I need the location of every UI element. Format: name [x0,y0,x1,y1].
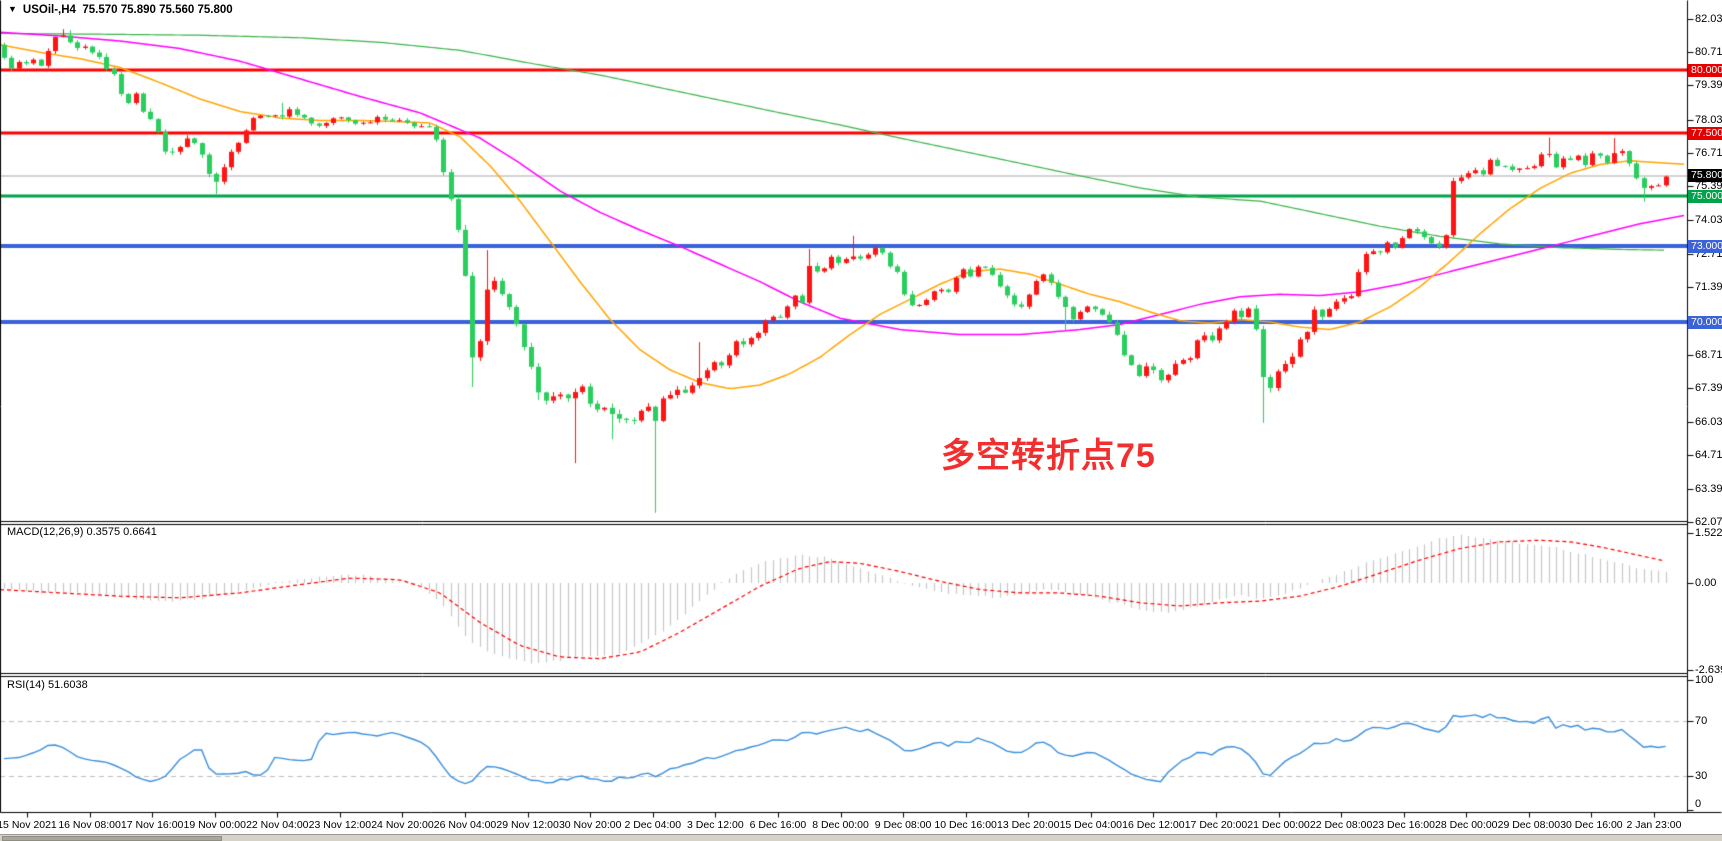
time-axis-label: 29 Nov 12:00 [496,819,559,831]
symbol-header: ▼ USOil-,H4 75.570 75.890 75.560 75.800 [8,4,233,16]
price-axis-label: 82.030 [1695,12,1722,25]
rsi-axis-label: 30 [1695,770,1708,782]
price-axis-label: 66.030 [1695,416,1722,429]
macd-axis-label: 0.00 [1695,577,1717,589]
price-axis-label: 78.030 [1695,113,1722,126]
time-axis-label: 28 Dec 00:00 [1435,819,1498,831]
rsi-indicator-label: RSI(14) 51.6038 [7,679,88,691]
time-axis-label: 2 Dec 04:00 [624,819,682,831]
rsi-axis-label: 100 [1695,673,1714,686]
macd-indicator-label: MACD(12,26,9) 0.3575 0.6641 [7,526,157,538]
time-axis-label: 9 Dec 08:00 [874,819,932,831]
chevron-down-icon[interactable]: ▼ [8,4,17,14]
rsi-axis-label: 70 [1695,715,1708,727]
price-axis-badge: 75.800 [1688,169,1722,183]
time-axis-label: 8 Dec 00:00 [812,819,869,831]
horizontal-scrollbar[interactable] [0,834,1722,841]
price-axis-label: 76.710 [1695,146,1722,159]
symbol-timeframe-label: USOil-,H4 [22,4,76,16]
price-axis-label: 63.390 [1695,482,1722,495]
time-axis-label: 15 Nov 2021 [0,819,57,831]
ohlc-values: 75.570 75.890 75.560 75.800 [82,4,233,16]
time-axis-label: 30 Nov 20:00 [558,819,622,831]
time-axis-label: 6 Dec 16:00 [749,819,807,831]
price-axis-label: 79.390 [1695,79,1722,92]
time-axis-label: 16 Nov 08:00 [58,819,121,831]
time-axis-label: 23 Nov 12:00 [308,819,372,831]
scrollbar-thumb[interactable] [2,836,222,841]
macd-axis-label: 1.5227 [1695,526,1722,539]
time-axis-label: 29 Dec 08:00 [1497,819,1561,831]
price-axis-badge: 70.000 [1688,315,1722,329]
macd-axis-label: -2.6392 [1695,663,1722,676]
price-axis-label: 74.030 [1695,214,1722,227]
price-axis-label: 64.710 [1695,449,1722,462]
time-axis-label: 3 Dec 12:00 [687,819,744,831]
price-axis-badge: 80.000 [1688,63,1722,77]
time-axis-label: 22 Nov 04:00 [246,819,309,831]
time-axis-label: 30 Dec 16:00 [1560,819,1623,831]
price-axis-label: 68.710 [1695,348,1722,361]
time-axis-label: 15 Dec 04:00 [1059,819,1123,831]
price-axis-label: 71.390 [1695,280,1722,293]
price-axis-label: 67.390 [1695,381,1722,394]
time-axis-label: 21 Dec 00:00 [1247,819,1310,831]
price-axis-badge: 77.500 [1688,126,1722,140]
time-axis-label: 16 Dec 12:00 [1122,819,1185,831]
price-axis-label: 80.710 [1695,46,1722,59]
rsi-axis-label: 0 [1695,798,1702,810]
time-axis-label: 19 Nov 00:00 [183,819,246,831]
time-axis-label: 17 Dec 20:00 [1184,819,1248,831]
time-axis-label: 26 Nov 04:00 [433,819,497,831]
time-axis-label: 2 Jan 23:00 [1626,819,1682,831]
price-axis-badge: 75.000 [1688,189,1722,203]
time-axis-label: 22 Dec 08:00 [1309,819,1373,831]
price-axis-badge: 73.000 [1688,239,1722,253]
time-axis-label: 13 Dec 20:00 [996,819,1060,831]
time-axis-label: 10 Dec 16:00 [934,819,997,831]
time-axis-label: 23 Dec 16:00 [1372,819,1435,831]
price-axis-label: 75.390 [1695,180,1722,193]
chart-text-annotation[interactable]: 多空转折点75 [941,437,1156,475]
time-axis-label: 24 Nov 20:00 [371,819,434,831]
price-axis-label: 62.070 [1695,515,1722,528]
time-axis-label: 17 Nov 16:00 [120,819,184,831]
